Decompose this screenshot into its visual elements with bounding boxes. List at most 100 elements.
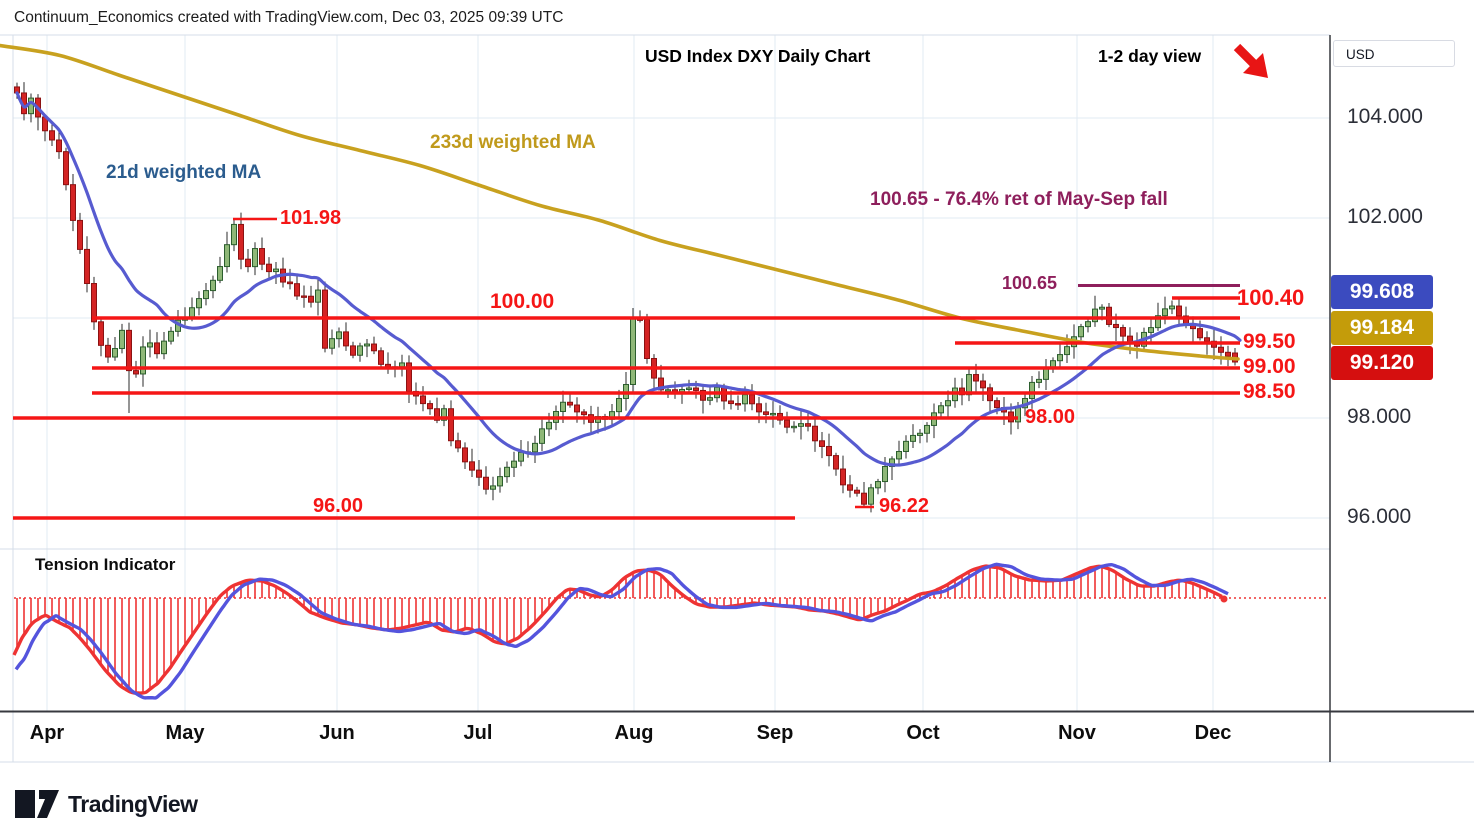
candle-body	[371, 343, 377, 352]
tension-indicator-label: Tension Indicator	[35, 555, 176, 574]
x-axis-label-Jun: Jun	[319, 722, 355, 744]
fib-retracement-note: 100.65 - 76.4% ret of May-Sep fall	[870, 189, 1168, 210]
candle-body	[1099, 306, 1105, 310]
candle-body	[784, 419, 790, 428]
candle-body	[896, 450, 902, 460]
tension-slow-line	[14, 562, 1229, 700]
down-right-arrow-icon	[1230, 40, 1274, 84]
candle-body	[882, 466, 888, 483]
currency-selector[interactable]: USD	[1333, 40, 1455, 67]
candle-body	[693, 387, 699, 391]
candle-body	[798, 423, 804, 427]
candle-body	[77, 219, 83, 250]
candle-body	[308, 295, 314, 303]
candle-body	[819, 440, 825, 447]
y-axis-label-96.000: 96.000	[1347, 505, 1412, 528]
candle-body	[462, 447, 468, 463]
level-label-96.22: 96.22	[879, 495, 930, 517]
tradingview-logo-icon	[15, 790, 59, 818]
level-label-100.65: 100.65	[1002, 273, 1058, 293]
candle-body	[735, 403, 741, 406]
candle-body	[434, 408, 440, 421]
candle-body	[49, 130, 55, 141]
candle-body	[791, 425, 797, 429]
y-axis-label-104.000: 104.000	[1347, 105, 1423, 128]
ma233-label: 233d weighted MA	[430, 132, 596, 153]
candle-body	[910, 434, 916, 442]
candle-body	[133, 370, 139, 375]
candle-body	[497, 476, 503, 487]
price-pane[interactable]	[13, 35, 1330, 549]
level-label-100.40: 100.40	[1237, 285, 1305, 310]
candle-body	[1204, 337, 1210, 342]
level-label-98.00: 98.00	[1025, 406, 1076, 428]
attribution-text: Continuum_Economics created with Trading…	[14, 9, 564, 26]
level-label-96.00: 96.00	[313, 495, 364, 517]
candle-body	[560, 401, 566, 412]
candle-body	[490, 485, 496, 490]
indicator-pane[interactable]	[13, 549, 1330, 711]
x-axis-label-Dec: Dec	[1194, 722, 1232, 744]
candle-body	[833, 455, 839, 470]
candle-body	[1036, 378, 1042, 383]
candle-body	[91, 283, 97, 323]
candle-body	[1162, 308, 1168, 317]
candle-body	[287, 281, 293, 285]
candle-body	[1078, 326, 1084, 338]
x-axis-label-Jul: Jul	[463, 722, 493, 744]
candle-body	[1064, 346, 1070, 356]
tradingview-logo[interactable]: TradingView	[14, 785, 198, 823]
candle-body	[1225, 351, 1231, 357]
candle-body	[840, 468, 846, 486]
tension-fast-line	[12, 564, 1223, 695]
candle-body	[56, 139, 62, 153]
level-label-99.00: 99.00	[1243, 355, 1296, 378]
candle-body	[378, 350, 384, 365]
candle-body	[1015, 407, 1021, 423]
candle-body	[581, 411, 587, 416]
candle-body	[1120, 327, 1126, 337]
candle-body	[1176, 305, 1182, 317]
candle-body	[875, 481, 881, 489]
candle-body	[336, 331, 342, 340]
candle-body	[994, 400, 1000, 409]
candle-body	[924, 424, 930, 434]
candle-body	[1169, 305, 1175, 310]
candle-body	[945, 400, 951, 407]
candle-body	[189, 307, 195, 319]
tension-last-value-dot	[1220, 595, 1228, 603]
candle-body	[861, 492, 867, 505]
candle-body	[105, 344, 111, 358]
candle-body	[28, 97, 34, 115]
x-axis-label-Aug: Aug	[614, 722, 654, 744]
x-axis-label-Nov: Nov	[1058, 722, 1096, 744]
candle-body	[420, 395, 426, 405]
ma21-label: 21d weighted MA	[106, 162, 262, 183]
candle-body	[112, 348, 118, 358]
candle-body	[252, 248, 258, 268]
candle-body	[700, 389, 706, 401]
candle-body	[973, 374, 979, 382]
candle-body	[266, 263, 272, 273]
x-axis-label-Sep: Sep	[756, 722, 794, 744]
candle-body	[238, 223, 244, 260]
candle-body	[427, 403, 433, 410]
candle-body	[63, 151, 69, 186]
candle-body	[161, 340, 167, 355]
x-axis-label-Apr: Apr	[29, 722, 65, 744]
candle-body	[399, 362, 405, 368]
candle-body	[532, 442, 538, 453]
candle-body	[518, 451, 524, 462]
candle-body	[168, 330, 174, 342]
candle-body	[1085, 321, 1091, 328]
candle-body	[938, 405, 944, 414]
candle-body	[231, 223, 237, 246]
candle-body	[154, 342, 160, 355]
candle-body	[357, 345, 363, 356]
candle-body	[1218, 346, 1224, 353]
candle-body	[203, 290, 209, 300]
candle-body	[616, 397, 622, 413]
chart-title: USD Index DXY Daily Chart	[645, 46, 871, 66]
